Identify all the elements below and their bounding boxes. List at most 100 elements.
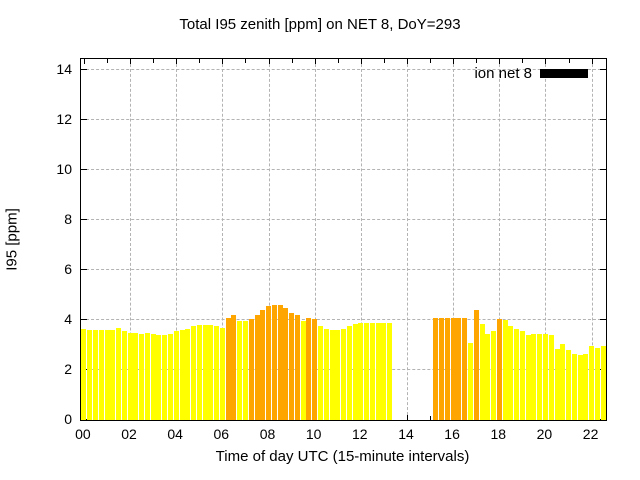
y-tick-mark	[81, 119, 87, 120]
i95-bar	[329, 330, 335, 420]
x-gridline	[453, 59, 455, 420]
x-tick-mark	[430, 416, 431, 420]
i95-bar	[479, 323, 485, 420]
i95-bar	[352, 323, 358, 420]
i95-bar	[323, 328, 329, 420]
i95-bar	[583, 353, 589, 420]
y-tick-label: 8	[64, 211, 72, 227]
y-tick-mark	[600, 169, 606, 170]
i95-bar	[508, 326, 514, 420]
legend-label: ion net 8	[474, 65, 532, 82]
i95-bar	[473, 310, 479, 420]
i95-bar	[283, 307, 289, 420]
y-gridline	[81, 269, 606, 270]
x-gridline	[407, 59, 408, 420]
x-gridline	[130, 59, 131, 420]
i95-bar	[167, 333, 173, 420]
plot-area: ion net 8	[80, 58, 607, 421]
y-tick-mark	[81, 169, 87, 170]
i95-bar	[525, 335, 531, 420]
i95-bar	[231, 315, 237, 420]
i95-bar	[456, 317, 462, 420]
x-tick-label: 02	[121, 426, 137, 442]
x-gridline	[591, 59, 593, 420]
i95-bar	[594, 347, 600, 420]
i95-bar	[156, 335, 162, 420]
x-gridline	[268, 59, 270, 420]
i95-bar	[196, 325, 202, 420]
i95-bar	[214, 326, 220, 420]
i95-bar	[450, 317, 456, 420]
x-tick-mark	[337, 59, 339, 63]
y-tick-mark	[600, 119, 606, 120]
i95-bar	[433, 317, 439, 420]
x-tick-mark	[245, 59, 247, 63]
i95-bar	[173, 331, 179, 420]
i95-bar	[144, 332, 150, 420]
x-gridline	[222, 59, 224, 420]
x-tick-label: 04	[167, 426, 183, 442]
i95-bar	[121, 331, 127, 420]
x-tick-mark	[176, 59, 178, 64]
i95-bar	[375, 322, 381, 420]
x-tick-label: 22	[582, 426, 599, 442]
x-gridline	[360, 59, 362, 420]
i95-bar	[589, 346, 595, 420]
x-tick-mark	[199, 59, 201, 63]
i95-bar	[531, 333, 537, 420]
i95-bar	[266, 306, 271, 420]
i95-bar	[491, 331, 496, 420]
x-tick-mark	[314, 59, 316, 64]
legend: ion net 8	[474, 65, 588, 82]
y-tick-label: 12	[56, 111, 72, 127]
i95-bar	[548, 335, 554, 420]
i95-bar	[260, 310, 266, 420]
i95-bar	[191, 326, 196, 420]
x-tick-mark	[268, 59, 270, 64]
y-gridline	[81, 169, 606, 170]
x-tick-mark	[407, 415, 408, 420]
x-tick-mark	[568, 59, 570, 63]
i95-bar	[335, 330, 341, 420]
i95-bar	[294, 315, 300, 420]
x-tick-mark	[83, 59, 85, 64]
x-tick-mark	[222, 59, 224, 64]
i95-bar	[271, 305, 277, 420]
x-tick-label: 12	[352, 426, 368, 442]
y-tick-mark	[81, 69, 87, 70]
y-tick-label: 0	[64, 411, 72, 427]
i95-bar	[110, 330, 116, 420]
x-tick-label: 08	[259, 426, 276, 442]
x-tick-mark	[522, 59, 524, 63]
i95-bar	[150, 333, 156, 420]
i95-bar	[81, 328, 87, 420]
x-tick-label: 14	[398, 426, 414, 442]
x-tick-mark	[591, 59, 593, 64]
x-tick-mark	[545, 59, 547, 64]
i95-bar	[98, 330, 104, 420]
x-tick-label: 16	[444, 426, 460, 442]
chart-title: Total I95 zenith [ppm] on NET 8, DoY=293	[179, 16, 461, 33]
i95-bar	[496, 318, 502, 420]
i95-bar	[208, 325, 214, 420]
y-tick-label: 14	[56, 61, 72, 77]
y-gridline	[81, 219, 606, 220]
x-gridline	[176, 59, 178, 420]
i95-bar	[571, 353, 577, 420]
i95-bar	[600, 346, 606, 420]
i95-bar	[248, 318, 254, 420]
y-tick-mark	[81, 269, 87, 270]
y-gridline	[81, 69, 606, 70]
i95-bar	[87, 330, 93, 420]
i95-bar	[185, 328, 191, 420]
i95-bar	[439, 317, 445, 420]
y-tick-mark	[600, 69, 606, 70]
y-tick-mark	[600, 219, 606, 220]
i95-bar	[242, 321, 248, 420]
i95-bar	[566, 350, 571, 420]
i95-bar	[346, 326, 352, 420]
i95-bar	[387, 322, 393, 420]
x-axis-title: Time of day UTC (15-minute intervals)	[215, 448, 470, 465]
x-tick-label: 06	[213, 426, 230, 442]
x-gridline	[499, 59, 501, 420]
